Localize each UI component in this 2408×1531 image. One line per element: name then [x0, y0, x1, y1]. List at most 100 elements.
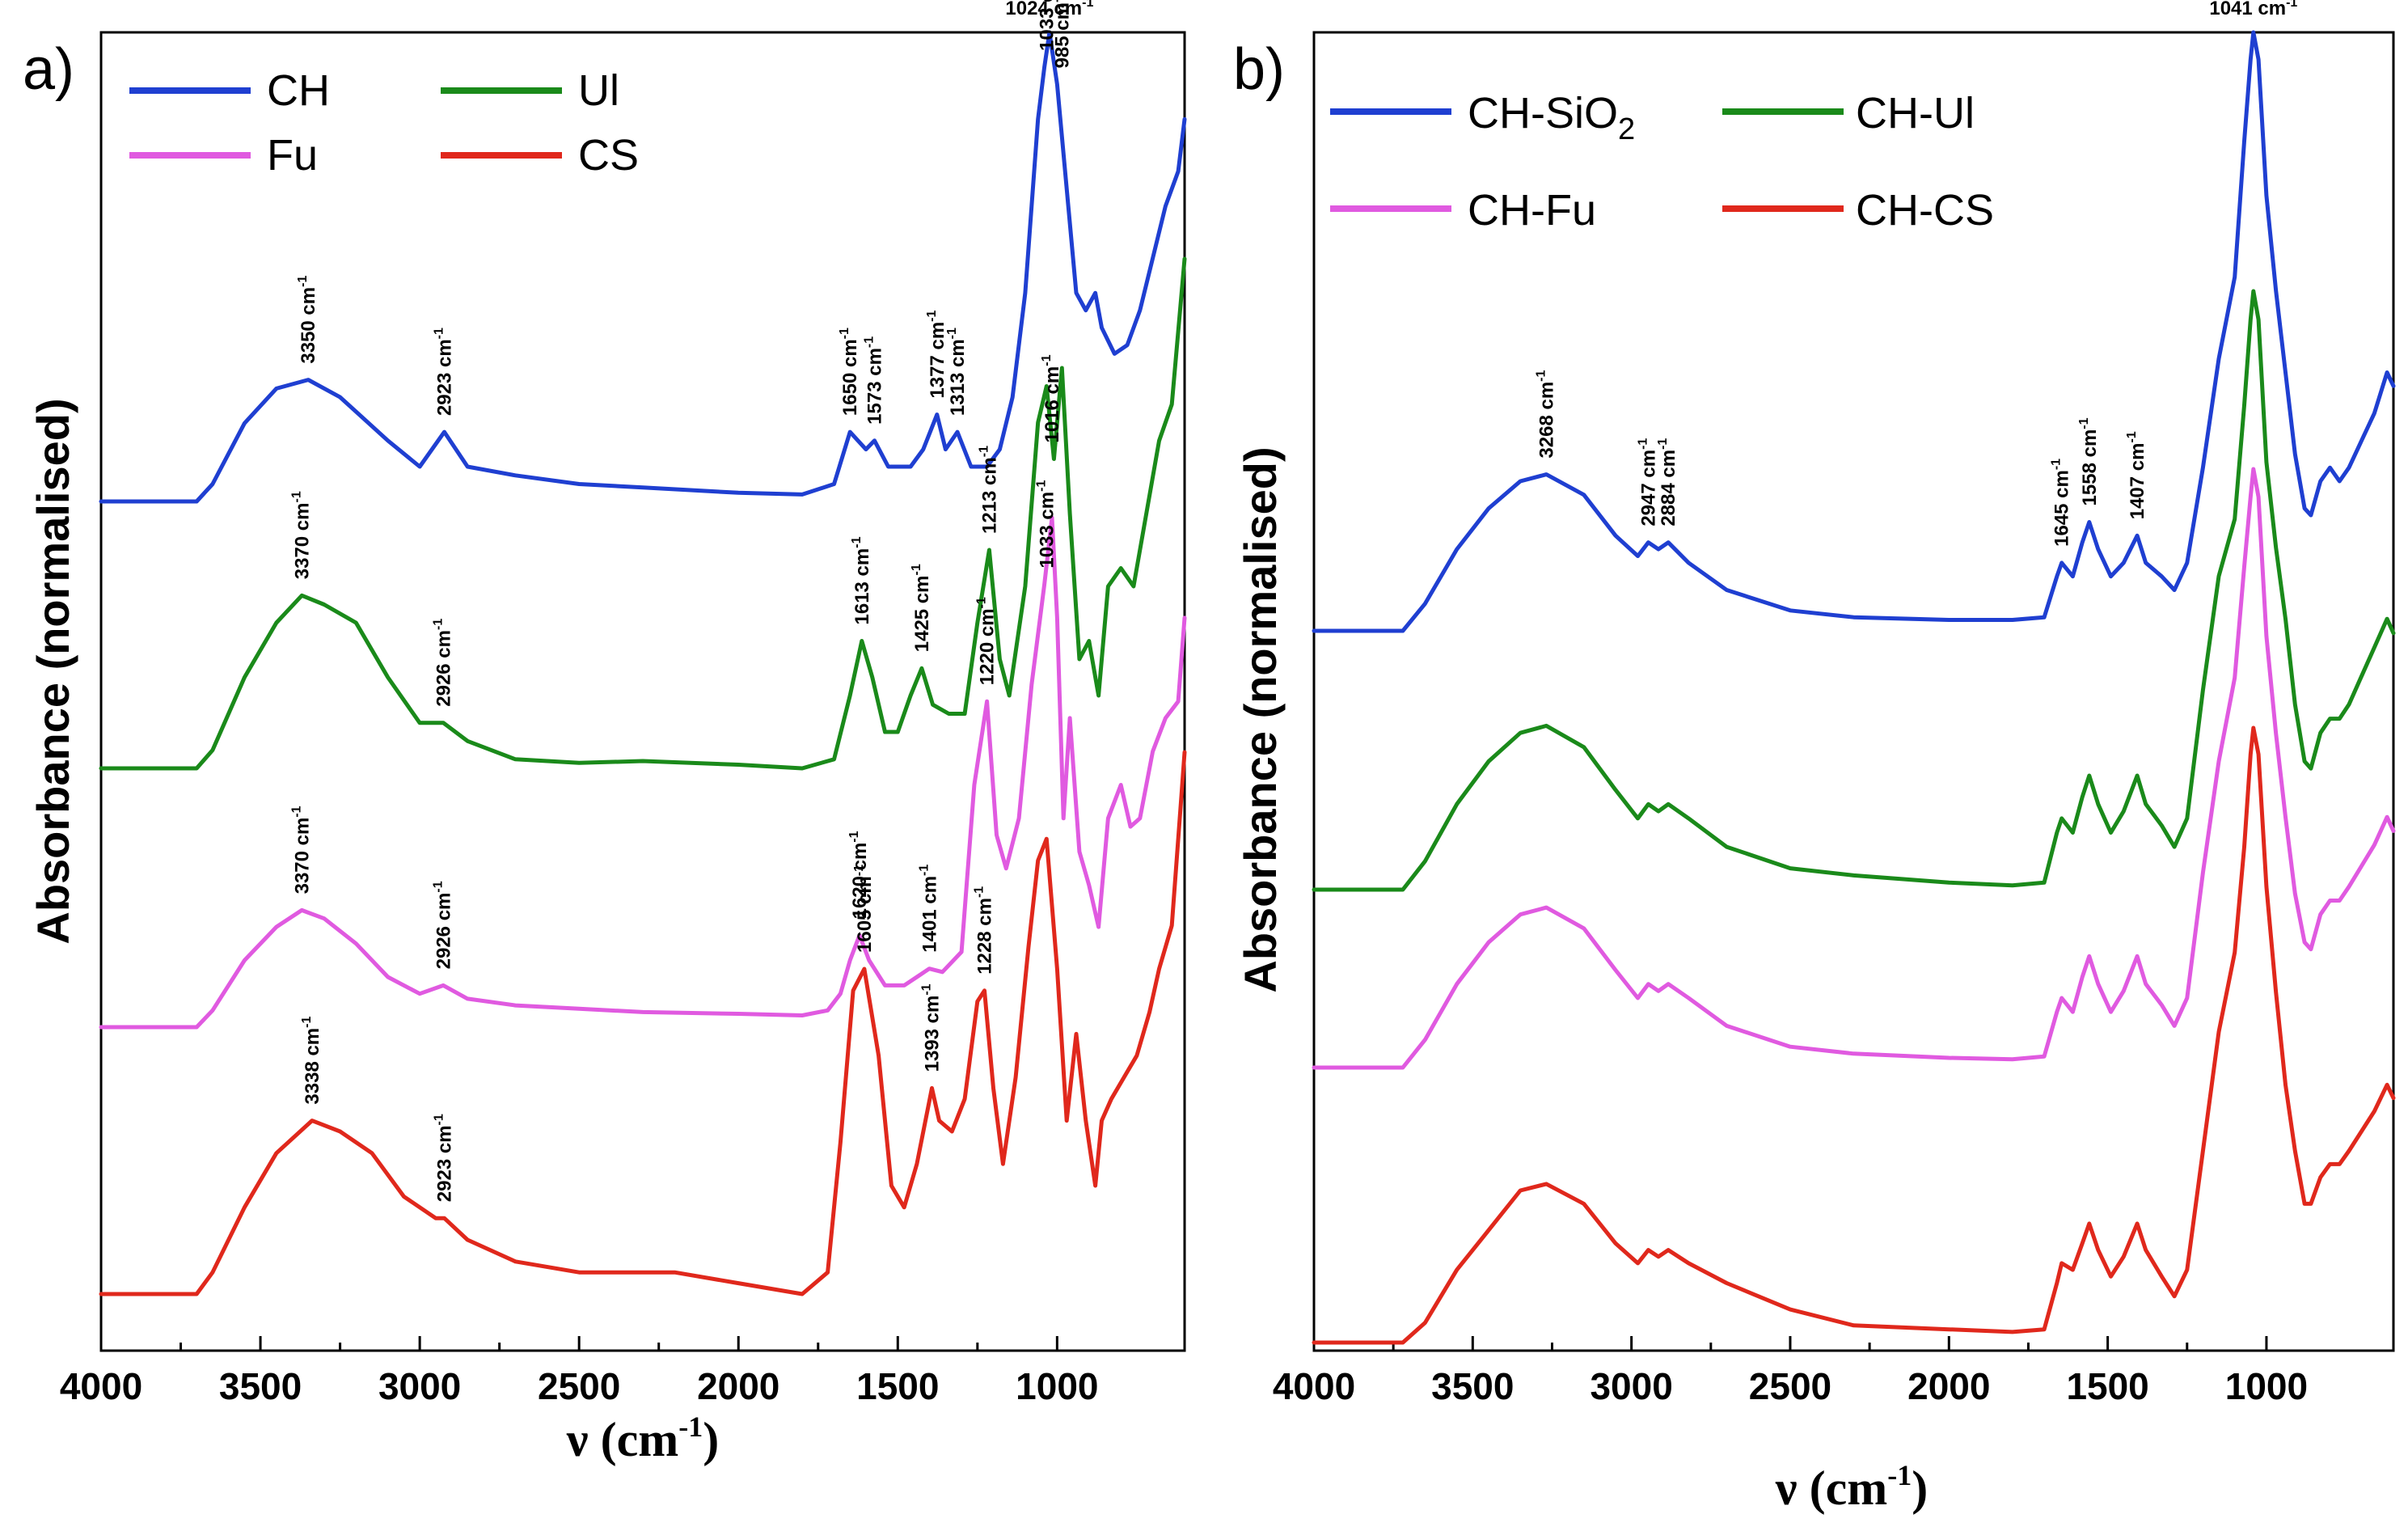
peak-annotation-sup: -1: [917, 865, 931, 876]
panel-b-ticks: 4000 3500 3000 2500 2000 1500 1000: [1273, 1336, 2308, 1407]
peak-annotation: 1033 cm-1: [1034, 480, 1058, 569]
series-ch-fu-line: [1312, 467, 2396, 1070]
peak-annotation: 3370 cm-1: [289, 806, 313, 894]
peak-annotation-sup: -1: [289, 491, 303, 502]
peak-annotation: 1650 cm-1: [838, 328, 861, 416]
peak-annotation-sup: -1: [863, 336, 877, 348]
peak-annotation: 1377 cm-1: [925, 311, 948, 399]
peak-annotation: 1213 cm-1: [977, 446, 1000, 534]
peak-annotation-sup: -1: [2125, 431, 2139, 442]
peak-annotation: 1313 cm-1: [945, 328, 969, 416]
panel-b-xtick-label: 2500: [1749, 1365, 1831, 1407]
panel-b-ylabel: Absorbance (normalised): [1235, 446, 1286, 992]
peak-annotation-sup: -1: [1656, 438, 1670, 450]
peak-annotation-sup: -1: [850, 536, 864, 548]
peak-annotation-sup: -1: [1050, 0, 1063, 2]
panel-b-xtick-label: 3000: [1590, 1365, 1672, 1407]
peak-annotation-sup: -1: [919, 983, 933, 995]
panel-a-xtick-label: 2500: [538, 1365, 620, 1407]
legend-b-label-ch-fu: CH-Fu: [1468, 186, 1596, 235]
peak-annotation: 1041 cm-1: [2209, 0, 2297, 19]
panel-a-ticks: 4000 3500 3000 2500 2000 1500 1000: [60, 1336, 1099, 1407]
legend-b-label-ch-ul: CH-Ul: [1856, 89, 1975, 137]
peak-annotation: 1425 cm-1: [910, 564, 933, 652]
peak-annotation-sup: -1: [972, 886, 986, 898]
legend-b-label-ch-sio2-main: CH-SiO: [1468, 89, 1618, 137]
peak-annotation-sup: -1: [296, 276, 310, 287]
panel-b-xlabel-main: ν (cm: [1775, 1461, 1887, 1515]
peak-annotation: 1645 cm-1: [2050, 459, 2073, 547]
panel-a-xlabel-close: ): [703, 1413, 719, 1466]
panel-a-ylabel: Absorbance (normalised): [27, 398, 78, 944]
peak-annotation-sup: -1: [977, 446, 991, 457]
peak-annotation: 1228 cm-1: [972, 886, 995, 975]
peak-annotation: 3338 cm-1: [300, 1017, 323, 1105]
legend-a-label-fu: Fu: [267, 131, 318, 180]
panel-b-xlabel-sup: -1: [1887, 1459, 1912, 1491]
peak-annotation-sup: -1: [431, 619, 445, 630]
peak-annotation-sup: -1: [289, 806, 303, 817]
peak-annotation: 3370 cm-1: [289, 491, 313, 579]
panel-a-frame: [99, 31, 1186, 1352]
peak-annotation: 1220 cm-1: [975, 597, 999, 685]
peak-annotation-sup: -1: [838, 328, 851, 339]
peak-annotation: 1016 cm-1: [1040, 354, 1063, 442]
panel-b-xtick-label: 2000: [1907, 1365, 1990, 1407]
series-ul-line: [99, 256, 1187, 771]
peak-annotation-sup: -1: [1082, 0, 1093, 10]
panel-b: b) Absorbance (normalised) ν (cm-1) 4000…: [1233, 0, 2396, 1515]
panel-b-xlabel: ν (cm-1): [1775, 1459, 1928, 1515]
legend-b-label-ch-sio2: CH-SiO2: [1468, 89, 1635, 146]
panel-a-xtick-label: 1000: [1016, 1365, 1098, 1407]
panel-a-legend: CH Ul Fu CS: [129, 66, 639, 180]
peak-annotation-sup: -1: [432, 1114, 446, 1125]
peak-annotation: 2923 cm-1: [432, 1114, 455, 1202]
peak-annotation: 1407 cm-1: [2125, 431, 2148, 519]
peak-annotation-sup: -1: [847, 831, 861, 842]
peak-annotation: 3268 cm-1: [1534, 370, 1557, 459]
peak-annotation-sup: -1: [910, 564, 923, 575]
peak-annotation: 2926 cm-1: [431, 881, 454, 969]
panel-a: a) Absorbance (normalised) ν (cm-1) 4000…: [23, 0, 1187, 1466]
series-ch-sio2-line: [1312, 30, 2396, 633]
peak-annotation-sup: -1: [432, 328, 446, 339]
peak-annotation-sup: -1: [1636, 438, 1650, 450]
panel-a-label: a): [23, 37, 74, 102]
peak-annotation-sup: -1: [925, 311, 939, 322]
panel-a-xlabel-main: ν (cm: [566, 1413, 678, 1466]
peak-annotation: 1620 cm-1: [847, 831, 871, 919]
panel-b-xtick-label: 1000: [2225, 1365, 2308, 1407]
panel-b-legend: CH-SiO2 CH-Ul CH-Fu CH-CS: [1330, 89, 1994, 235]
peak-annotation-sup: -1: [2050, 459, 2064, 470]
panel-a-annotations: 1024 cm-1 3350 cm-1 2923 cm-1 1650 cm-11573…: [289, 0, 1093, 1202]
legend-b-label-ch-cs: CH-CS: [1856, 186, 1994, 235]
peak-annotation: 1024 cm-1: [1005, 0, 1093, 19]
panel-b-series: [1312, 30, 2396, 1345]
panel-a-xtick-label: 2000: [697, 1365, 779, 1407]
peak-annotation: 1033 cm-1: [1034, 0, 1058, 51]
legend-a-label-cs: CS: [578, 131, 639, 180]
peak-annotation: 985 cm-1: [1050, 0, 1073, 68]
peak-annotation-sup: -1: [975, 597, 989, 608]
panel-b-frame: [1312, 31, 2395, 1352]
series-fu-line: [99, 515, 1187, 1030]
peak-annotation: 2947 cm-1: [1636, 438, 1659, 527]
panel-a-xlabel: ν (cm-1): [566, 1410, 719, 1466]
peak-annotation-sup: -1: [1034, 480, 1048, 492]
series-ch-ul-line: [1312, 289, 2396, 892]
peak-annotation: 1558 cm-1: [2077, 417, 2101, 505]
peak-annotation-sup: -1: [945, 328, 959, 339]
peak-annotation: 1393 cm-1: [919, 983, 943, 1072]
peak-annotation-sup: -1: [2286, 0, 2297, 10]
peak-annotation: 1401 cm-1: [917, 865, 940, 953]
peak-annotation: 1613 cm-1: [850, 536, 873, 624]
series-cs-line: [99, 750, 1187, 1296]
peak-annotation-sup: -1: [1534, 370, 1548, 382]
peak-annotation: 2923 cm-1: [432, 328, 455, 416]
panel-a-series: [99, 30, 1187, 1296]
panel-b-xtick-label: 4000: [1273, 1365, 1355, 1407]
peak-annotation-sup: -1: [2077, 417, 2091, 429]
peak-annotation-sup: -1: [1040, 354, 1054, 366]
